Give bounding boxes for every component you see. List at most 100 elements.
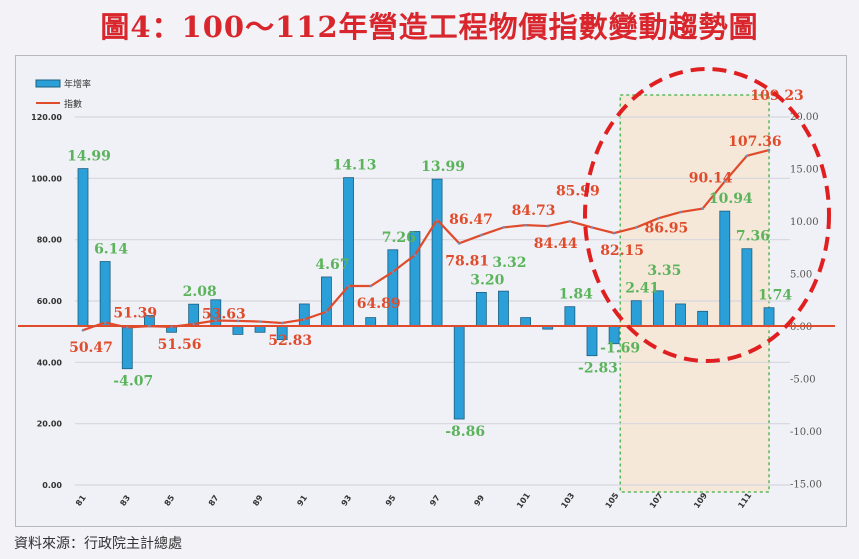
x-tick-label: 101 [515, 491, 532, 510]
growth-label-105: -1.69 [600, 341, 640, 357]
growth-label-98: -8.86 [445, 424, 485, 440]
bar-106 [630, 300, 642, 327]
index-point-106 [634, 226, 638, 229]
growth-label-97: 13.99 [421, 159, 465, 175]
index-label-83: 51.39 [113, 305, 157, 321]
bar-101 [520, 317, 531, 327]
x-tick-label: 105 [604, 491, 621, 510]
bar-111 [741, 248, 753, 327]
index-point-95 [391, 270, 395, 274]
growth-label-103: 1.84 [559, 287, 593, 303]
x-tick-label: 83 [118, 493, 132, 507]
growth-label-95: 7.26 [382, 230, 416, 246]
right-tick-label: 5.00 [790, 270, 812, 281]
right-tick-label: -10.00 [790, 427, 822, 438]
index-point-101 [524, 223, 527, 227]
index-point-100 [502, 226, 505, 229]
index-point-84 [148, 324, 151, 328]
index-label-94: 64.89 [357, 296, 401, 312]
index-point-93 [347, 284, 350, 288]
bar-93 [343, 177, 354, 327]
index-point-85 [170, 325, 173, 329]
legend-bar-swatch [35, 79, 61, 88]
index-point-96 [413, 253, 417, 257]
index-point-111 [745, 154, 749, 158]
right-tick-label: -5.00 [790, 375, 816, 386]
x-tick-label: 103 [559, 491, 576, 510]
bar-104 [586, 325, 598, 357]
index-point-87 [214, 319, 218, 322]
x-tick-label: 91 [295, 493, 309, 508]
bar-81 [77, 168, 89, 327]
x-tick-label: 89 [251, 493, 265, 508]
index-point-88 [236, 319, 240, 323]
x-tick-label: 109 [692, 491, 709, 510]
index-point-82 [103, 321, 107, 324]
index-label-102: 84.44 [534, 236, 578, 252]
index-label-85: 51.56 [158, 337, 202, 353]
legend-line-label: 指數 [64, 98, 82, 110]
left-tick-label: 0.00 [42, 481, 62, 490]
growth-label-92: 4.67 [315, 257, 349, 273]
x-tick-label: 93 [340, 493, 354, 507]
index-point-83 [125, 326, 129, 329]
legend-bar-label: 年增率 [64, 78, 91, 90]
x-tick-label: 87 [207, 493, 221, 507]
index-label-98: 78.81 [445, 253, 489, 269]
index-point-110 [723, 180, 727, 183]
index-point-107 [657, 217, 660, 220]
index-point-99 [480, 233, 483, 237]
bar-91 [298, 303, 310, 327]
index-point-90 [280, 321, 284, 325]
index-line [82, 148, 770, 332]
bar-98 [453, 325, 465, 420]
highlight-ellipse [583, 67, 831, 363]
bar-95 [387, 249, 399, 327]
index-point-89 [258, 320, 262, 323]
growth-label-99: 3.20 [470, 272, 504, 288]
right-tick-label: 10.00 [790, 217, 819, 228]
chart-title: 圖4：100～112年營造工程物價指數變動趨勢圖 [100, 10, 759, 44]
bar-110 [719, 210, 731, 327]
right-tick-label: -15.00 [790, 480, 822, 491]
growth-label-107: 3.35 [647, 263, 681, 279]
index-label-107: 86.95 [644, 220, 688, 236]
bar-100 [498, 290, 509, 327]
growth-label-112: 1.74 [758, 288, 792, 304]
left-tick-label: 20.00 [37, 420, 63, 429]
index-point-112 [767, 148, 771, 152]
index-point-102 [546, 224, 550, 228]
growth-label-93: 14.13 [333, 158, 377, 174]
index-point-98 [457, 242, 461, 245]
bar-108 [675, 303, 686, 327]
bar-99 [475, 291, 487, 327]
growth-label-83: -4.07 [113, 374, 153, 390]
x-tick-label: 85 [163, 493, 177, 508]
growth-label-104: -2.83 [578, 361, 618, 377]
index-label-101: 84.73 [512, 203, 556, 219]
index-label-97: 86.47 [449, 212, 493, 228]
index-point-91 [303, 318, 306, 321]
x-tick-label: 99 [472, 493, 486, 508]
x-tick-label: 97 [428, 493, 442, 507]
x-tick-label: 111 [736, 491, 753, 510]
bar-112 [763, 307, 775, 327]
left-tick-label: 60.00 [37, 297, 63, 306]
index-point-86 [192, 322, 195, 326]
right-tick-label: 15.00 [790, 165, 819, 176]
index-label-111: 107.36 [728, 134, 782, 150]
index-point-103 [568, 219, 572, 223]
bar-109 [697, 310, 709, 327]
bar-103 [564, 306, 576, 327]
index-label-109: 90.14 [689, 171, 733, 187]
index-label-87: 53.63 [202, 307, 246, 323]
bar-88 [232, 325, 244, 335]
growth-label-81: 14.99 [67, 149, 111, 165]
index-point-94 [369, 284, 372, 288]
right-tick-label: 0.00 [790, 322, 812, 333]
bar-83 [121, 325, 133, 370]
index-label-103: 85.99 [556, 183, 600, 199]
index-point-105 [612, 231, 616, 235]
index-label-105: 82.15 [600, 243, 644, 259]
